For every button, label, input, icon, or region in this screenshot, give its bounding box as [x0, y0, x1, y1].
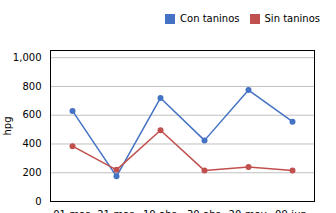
svg-text:1,000: 1,000 — [13, 52, 42, 63]
svg-text:400: 400 — [22, 138, 41, 149]
html-text:Con taninos: Con taninos — [180, 13, 240, 24]
svg-text:01-mar.: 01-mar. — [53, 209, 92, 213]
svg-text:hpg: hpg — [2, 116, 13, 135]
svg-text:800: 800 — [22, 81, 41, 92]
svg-text:30-abr.: 30-abr. — [187, 209, 222, 213]
svg-text:21-mar.: 21-mar. — [97, 209, 136, 213]
svg-text:0: 0 — [35, 196, 41, 207]
html-text:Sin taninos: Sin taninos — [264, 13, 320, 24]
svg-text:10-abr.: 10-abr. — [143, 209, 178, 213]
svg-text:600: 600 — [22, 109, 41, 120]
svg-text:09-jun.: 09-jun. — [275, 209, 310, 213]
svg-text:200: 200 — [22, 167, 41, 178]
svg-text:20-may.: 20-may. — [229, 209, 269, 213]
